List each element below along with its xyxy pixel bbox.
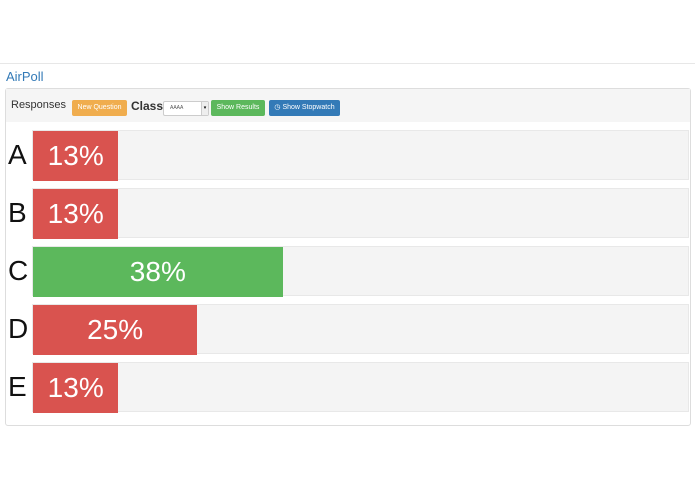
show-stopwatch-text: Show Stopwatch — [282, 104, 335, 111]
responses-label: Responses — [11, 99, 67, 111]
result-bar: 13% — [33, 189, 119, 239]
option-letter: C — [8, 255, 29, 286]
show-stopwatch-button[interactable]: ◷ Show Stopwatch — [269, 100, 340, 116]
percent-label: 25% — [87, 314, 144, 345]
percent-label: 13% — [47, 198, 104, 229]
brand-title[interactable]: AirPoll — [6, 69, 44, 84]
class-label: Class — [131, 99, 164, 113]
result-bar: 25% — [33, 305, 198, 355]
result-bar: 13% — [33, 363, 119, 413]
select-arrow: ▾ — [201, 102, 208, 115]
option-letter: D — [8, 313, 29, 344]
bar-track: 38% — [32, 246, 689, 297]
option-letter: A — [8, 139, 27, 170]
percent-label: 38% — [129, 256, 186, 287]
percent-label: 13% — [47, 372, 104, 403]
percent-label: 13% — [47, 140, 104, 171]
option-letter: B — [8, 197, 27, 228]
new-question-button[interactable]: New Question — [72, 100, 127, 116]
class-select[interactable]: AAAA ▾ — [163, 101, 209, 116]
show-results-button[interactable]: Show Results — [211, 100, 265, 116]
bar-track: 25% — [32, 304, 689, 355]
option-letter: E — [8, 371, 27, 402]
clock-icon: ◷ — [274, 104, 283, 111]
result-bar: 13% — [33, 131, 119, 181]
class-value: AAAA — [170, 105, 184, 111]
bar-track: 13% — [32, 130, 689, 181]
bar-track: 13% — [32, 188, 689, 239]
result-bar: 38% — [33, 247, 283, 297]
navbar-border — [0, 63, 695, 64]
bar-track: 13% — [32, 362, 689, 413]
